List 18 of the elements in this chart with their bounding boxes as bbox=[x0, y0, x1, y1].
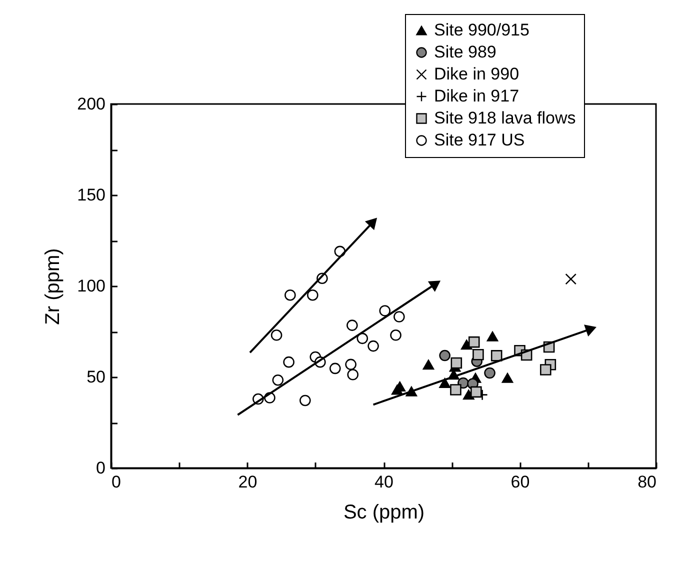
legend-label: Dike in 917 bbox=[434, 86, 520, 106]
legend-label: Site 917 US bbox=[434, 130, 525, 150]
x-axis-title: Sc (ppm) bbox=[343, 502, 425, 524]
y-tick-label: 100 bbox=[77, 276, 106, 296]
x-tick-label: 0 bbox=[112, 472, 121, 492]
y-tick-label: 200 bbox=[77, 94, 106, 114]
y-tick-label: 0 bbox=[96, 458, 106, 478]
y-tick-label: 50 bbox=[86, 368, 106, 386]
legend-label: Site 990/915 bbox=[434, 20, 530, 40]
y-tick-label: 150 bbox=[77, 186, 106, 204]
legend-label: Dike in 990 bbox=[434, 64, 520, 84]
x-tick-label: 40 bbox=[374, 472, 394, 492]
legend-label: Site 989 bbox=[434, 42, 496, 62]
x-tick-label: 20 bbox=[238, 472, 258, 492]
y-axis-title: Zr (ppm) bbox=[42, 248, 64, 325]
x-tick-label: 80 bbox=[638, 472, 656, 492]
legend-label: Site 918 lava flows bbox=[434, 108, 576, 128]
x-tick-label: 60 bbox=[510, 472, 530, 492]
